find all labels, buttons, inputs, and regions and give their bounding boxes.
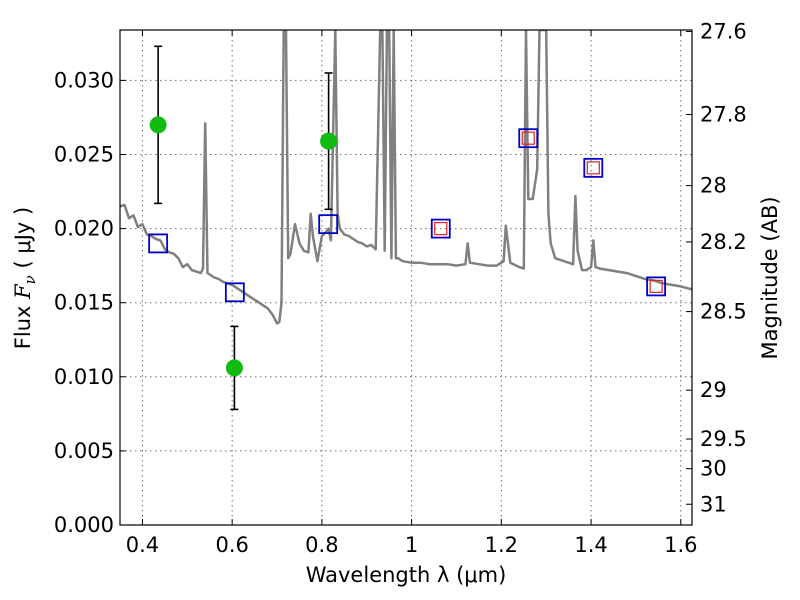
- y-tick-label: 0.015: [54, 291, 114, 315]
- y2-tick-label: 31: [700, 492, 727, 516]
- y-tick-label: 0.000: [54, 513, 114, 537]
- model-marker: [148, 233, 169, 254]
- y-tick-label: 0.030: [54, 68, 114, 92]
- grid: [120, 30, 692, 526]
- plot-frame: [119, 29, 693, 526]
- photometry-point: [320, 132, 338, 150]
- photometry-point: [225, 359, 243, 377]
- y-tick-label: 0.020: [54, 217, 114, 241]
- plot-area: [120, 30, 692, 411]
- model-marker: [224, 282, 245, 303]
- model-marker: [583, 157, 604, 178]
- spectrum-line: [120, 30, 692, 325]
- model-marker: [518, 128, 539, 149]
- photometry-point: [149, 116, 167, 134]
- y-tick-label: 0.005: [54, 439, 114, 463]
- model-marker-inner: [586, 161, 600, 175]
- model-marker: [646, 276, 667, 297]
- x-tick-label: 1: [405, 533, 418, 557]
- x-tick-label: 1.6: [664, 533, 697, 557]
- y-axis-title-prefix: Flux: [11, 299, 35, 349]
- y2-tick-label: 27.8: [700, 102, 747, 126]
- model-marker-inner: [521, 131, 535, 145]
- plot-series-group: [120, 30, 692, 325]
- y-axis-title-suffix: ( μJy ): [11, 207, 35, 275]
- model-marker: [430, 218, 451, 239]
- x-tick-label: 0.4: [126, 533, 159, 557]
- y2-tick-label: 29.5: [700, 427, 747, 451]
- y2-tick-label: 28.2: [700, 230, 747, 254]
- y2-tick-label: 30: [700, 457, 727, 481]
- y2-tick-label: 28: [700, 174, 727, 198]
- model-marker-inner: [434, 221, 448, 236]
- axis-ticks: 0.4 0.6 0.8 1 1.2 1.4 1.6 0.000 0.005 0.010 0.015 0…: [54, 19, 747, 557]
- y-axis-title: Flux Fν ( μJy ): [11, 207, 39, 349]
- y2-tick-label: 29: [700, 378, 727, 402]
- y-axis-title-subscript: ν: [21, 275, 39, 284]
- x-axis-title: Wavelength λ (μm): [306, 563, 507, 587]
- y-axis-title-symbol: F: [11, 283, 35, 300]
- y-tick-label: 0.025: [54, 142, 114, 166]
- x-tick-label: 0.6: [215, 533, 248, 557]
- model-marker: [318, 214, 339, 235]
- model-marker-inner: [649, 279, 663, 293]
- y-tick-label: 0.010: [54, 365, 114, 389]
- y2-tick-label: 27.6: [700, 19, 747, 43]
- y2-tick-label: 28.5: [700, 300, 747, 324]
- x-tick-label: 1.2: [485, 533, 518, 557]
- y2-axis-title: Magnitude (AB): [758, 196, 782, 359]
- x-tick-label: 0.8: [305, 533, 338, 557]
- x-tick-label: 1.4: [574, 533, 607, 557]
